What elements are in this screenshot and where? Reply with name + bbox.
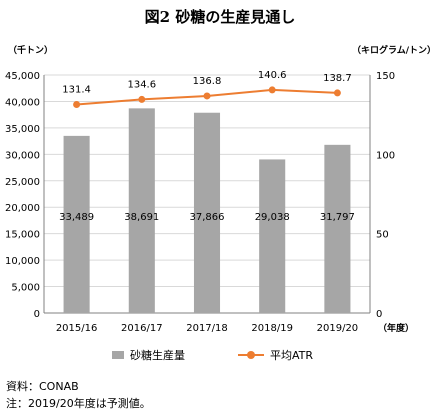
chart-title: 図2 砂糖の生産見通し	[144, 8, 296, 26]
y-left-tick-label: 0	[34, 309, 40, 320]
line-atr-marker	[138, 95, 146, 103]
y-left-tick-label: 35,000	[5, 124, 40, 135]
bar-value-label: 31,797	[320, 212, 355, 223]
legend-item-atr: 平均ATR	[238, 347, 313, 363]
bar-production	[63, 135, 90, 313]
legend-label-atr: 平均ATR	[270, 349, 314, 362]
line-value-label: 140.6	[258, 70, 287, 81]
bar-value-label: 37,866	[190, 212, 225, 223]
bar-production	[259, 159, 286, 313]
chart-plot: 0 5,000 10,000 15,000 20,000 25,000 30,000 35,0…	[5, 70, 414, 334]
x-axis-unit: （年度）	[378, 322, 414, 334]
y-left-tick-label: 45,000	[5, 71, 40, 82]
y-right-tick-label: 0	[376, 309, 382, 320]
x-tick-label: 2015/16	[56, 323, 98, 334]
bar-production	[193, 112, 221, 314]
legend-label-production: 砂糖生産量	[130, 349, 185, 362]
bar-value-label: 33,489	[59, 212, 94, 223]
y-right-tick-label: 50	[376, 230, 389, 241]
y-left-tick-label: 30,000	[5, 150, 40, 161]
bar-production	[324, 144, 351, 313]
y-left-tick-label: 10,000	[5, 256, 40, 267]
line-atr-marker	[73, 101, 81, 109]
y-left-tick-label: 25,000	[5, 177, 40, 188]
line-atr-marker	[203, 92, 211, 100]
y-left-tick-label: 15,000	[5, 230, 40, 241]
legend-item-production: 砂糖生産量	[112, 347, 185, 363]
x-tick-label: 2019/20	[317, 323, 359, 334]
bar-value-label: 38,691	[124, 212, 159, 223]
line-atr-marker	[333, 89, 341, 97]
line-value-label: 138.7	[323, 73, 352, 84]
right-axis-unit: （キログラム/トン）	[351, 46, 436, 56]
y-left-tick-label: 20,000	[5, 203, 40, 214]
y-right-tick-label: 100	[376, 150, 395, 161]
left-axis-unit: （千トン）	[8, 46, 54, 56]
y-right-tick-label: 150	[376, 71, 395, 82]
notes: 資料：CONAB 注：2019/20年度は予測値。	[6, 378, 151, 412]
source-note: 資料：CONAB	[6, 380, 79, 393]
bar-production	[128, 108, 155, 313]
x-tick-label: 2018/19	[251, 323, 293, 334]
line-value-label: 134.6	[127, 79, 156, 90]
bar-value-label: 29,038	[255, 212, 290, 223]
y-left-tick-label: 5,000	[11, 283, 40, 294]
y-left-tick-label: 40,000	[5, 97, 40, 108]
line-value-label: 136.8	[193, 76, 222, 87]
x-tick-label: 2017/18	[186, 323, 228, 334]
x-tick-label: 2016/17	[121, 323, 163, 334]
line-value-label: 131.4	[62, 85, 91, 96]
legend-line-swatch	[238, 350, 264, 360]
line-atr-marker	[268, 86, 276, 94]
legend-bar-swatch	[112, 351, 124, 359]
footnote: 注：2019/20年度は予測値。	[6, 397, 151, 410]
